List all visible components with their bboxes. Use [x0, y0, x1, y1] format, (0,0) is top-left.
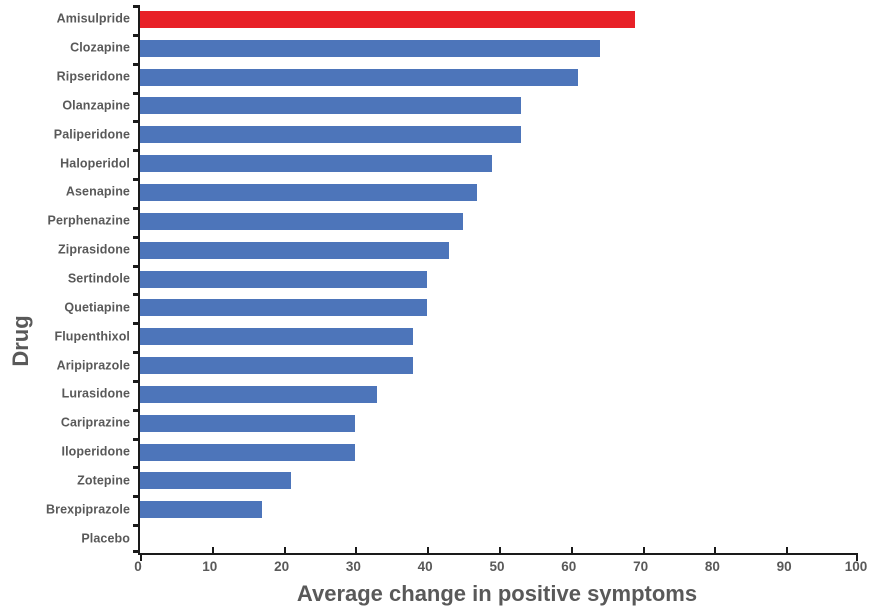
bar-iloperidone	[140, 443, 356, 461]
y-axis-tick	[133, 235, 138, 239]
bar-brexpiprazole	[140, 501, 263, 519]
category-label-zotepine: Zotepine	[77, 473, 130, 488]
x-axis-tick	[786, 547, 789, 553]
bar-flupenthixol	[140, 328, 413, 346]
y-axis-tick	[133, 120, 138, 124]
bar-haloperidol	[140, 155, 492, 173]
x-tick-label-100: 100	[844, 559, 868, 574]
x-axis-tick	[642, 547, 645, 553]
category-label-clozapine: Clozapine	[70, 40, 130, 55]
bar-cariprazine	[140, 414, 356, 432]
x-tick-label-50: 50	[489, 559, 505, 574]
y-axis-tick	[133, 408, 138, 412]
y-axis-tick	[133, 351, 138, 355]
bar-aripiprazole	[140, 357, 413, 375]
x-axis-title: Average change in positive symptoms	[296, 581, 698, 606]
bar-zotepine	[140, 472, 291, 490]
category-label-flupenthixol: Flupenthixol	[54, 328, 130, 343]
x-axis-tick	[714, 547, 717, 553]
category-label-olanzapine: Olanzapine	[62, 98, 130, 113]
x-tick-label-60: 60	[561, 559, 577, 574]
y-axis-tick	[133, 495, 138, 499]
x-axis-tick	[856, 555, 858, 561]
category-label-quetiapine: Quetiapine	[64, 300, 130, 315]
x-tick-label-10: 10	[202, 559, 218, 574]
y-axis-tick	[133, 437, 138, 441]
category-label-asenapine: Asenapine	[65, 184, 130, 199]
category-label-ziprasidone: Ziprasidone	[58, 242, 130, 257]
y-axis-title: Drug	[8, 315, 33, 367]
y-axis-tick	[133, 264, 138, 268]
x-tick-label-70: 70	[633, 559, 649, 574]
bar-perphenazine	[140, 212, 464, 230]
x-tick-label-20: 20	[274, 559, 290, 574]
y-axis-tick	[133, 379, 138, 383]
y-axis-tick	[133, 91, 138, 95]
plot-area	[133, 5, 858, 561]
y-axis-tick	[133, 206, 138, 210]
category-label-ripseridone: Ripseridone	[56, 69, 130, 84]
y-axis-tick	[133, 466, 138, 470]
category-label-amisulpride: Amisulpride	[56, 11, 130, 26]
y-axis-tick	[133, 293, 138, 297]
bar-lurasidone	[140, 385, 377, 403]
x-axis-tick	[140, 555, 142, 561]
x-axis-tick	[427, 547, 430, 553]
category-label-perphenazine: Perphenazine	[47, 213, 130, 228]
category-label-cariprazine: Cariprazine	[60, 415, 130, 430]
category-label-haloperidol: Haloperidol	[60, 155, 130, 170]
bar-ziprasidone	[140, 241, 449, 259]
category-label-lurasidone: Lurasidone	[61, 386, 130, 401]
y-axis-tick	[133, 149, 138, 153]
x-axis-tick	[570, 547, 573, 553]
y-axis-tick	[133, 33, 138, 37]
x-axis-tick	[211, 547, 214, 553]
x-axis-tick	[355, 547, 358, 553]
x-tick-label-0: 0	[134, 559, 142, 574]
x-axis-tick	[499, 547, 501, 553]
bar-asenapine	[140, 183, 478, 201]
bar-ripseridone	[140, 68, 578, 86]
x-tick-label-40: 40	[417, 559, 433, 574]
x-axis-tick	[283, 547, 286, 553]
bar-sertindole	[140, 270, 428, 288]
y-axis-tick	[133, 550, 138, 553]
category-label-placebo: Placebo	[81, 530, 130, 545]
y-axis-tick	[133, 62, 138, 66]
category-label-brexpiprazole: Brexpiprazole	[46, 502, 130, 517]
category-label-paliperidone: Paliperidone	[53, 127, 130, 142]
bar-paliperidone	[140, 126, 521, 144]
bar-olanzapine	[140, 97, 521, 115]
bar-amisulpride	[140, 10, 636, 28]
category-label-sertindole: Sertindole	[67, 271, 130, 286]
x-tick-label-80: 80	[704, 559, 720, 574]
category-label-aripiprazole: Aripiprazole	[56, 357, 130, 372]
y-axis-tick	[133, 524, 138, 528]
y-axis-tick	[133, 322, 138, 326]
y-axis-tick	[133, 178, 138, 182]
category-label-iloperidone: Iloperidone	[61, 444, 130, 459]
x-tick-label-90: 90	[776, 559, 792, 574]
y-axis-tick	[133, 5, 138, 8]
bar-clozapine	[140, 39, 600, 57]
x-tick-label-30: 30	[345, 559, 361, 574]
bar-quetiapine	[140, 299, 428, 317]
